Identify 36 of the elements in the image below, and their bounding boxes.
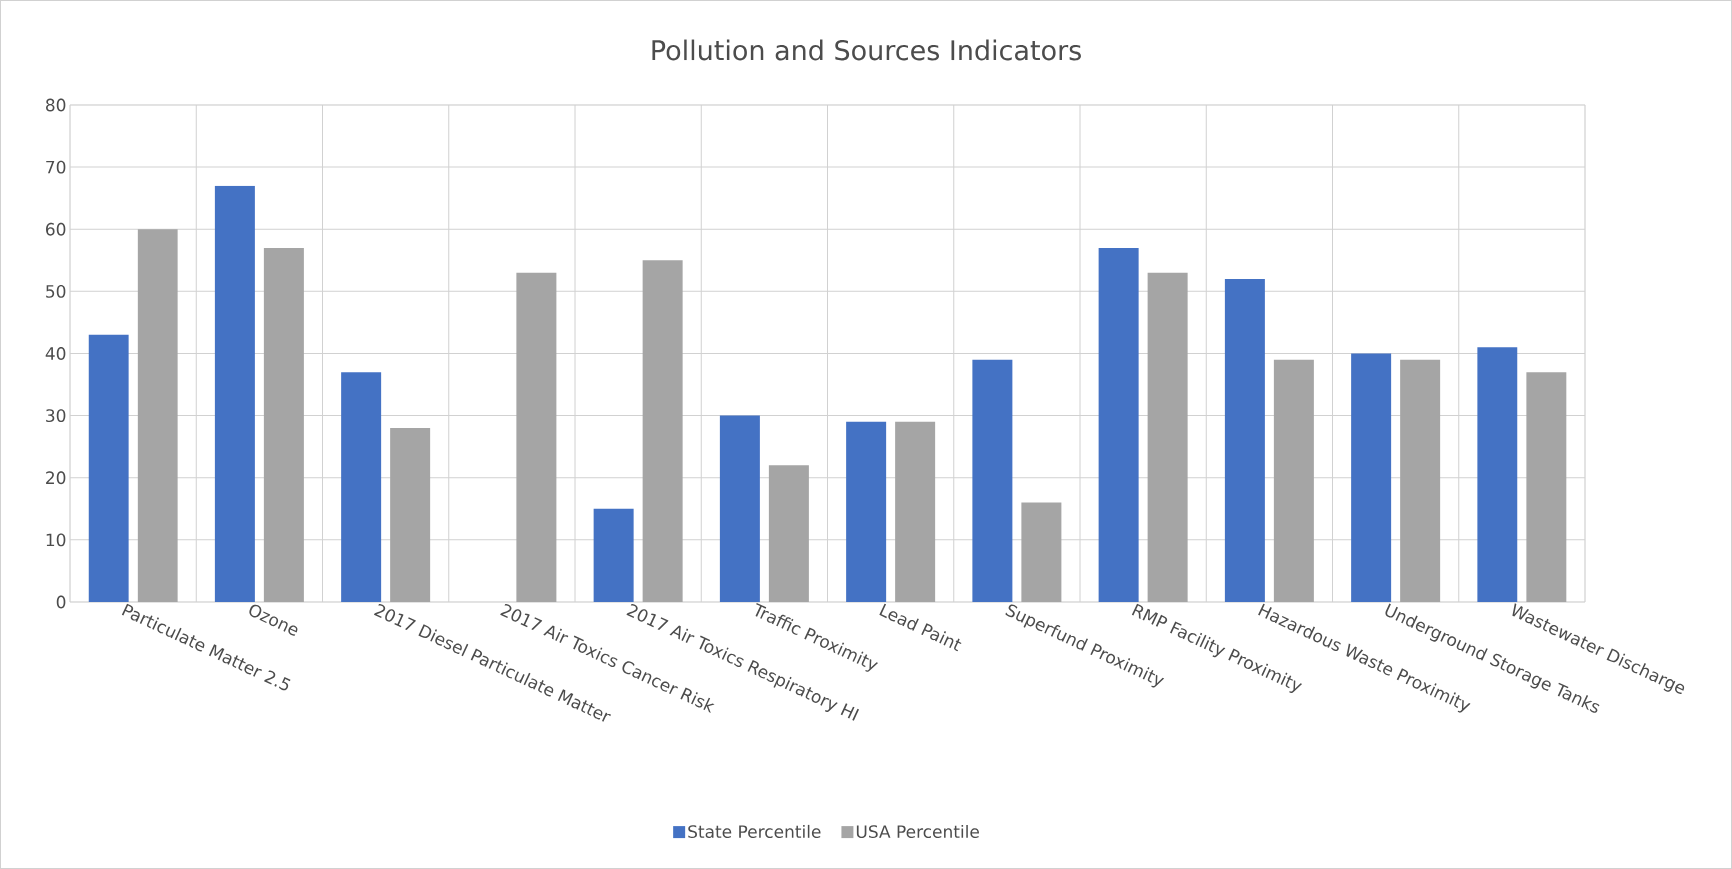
bar	[972, 359, 1013, 602]
bar	[846, 421, 887, 602]
legend-label: State Percentile	[688, 824, 821, 839]
legend-label: USA Percentile	[856, 824, 979, 839]
bar	[1273, 359, 1314, 602]
y-tick-label: 50	[46, 284, 66, 298]
chart-title: Pollution and Sources Indicators	[652, 39, 1081, 61]
bar	[137, 229, 178, 602]
bar	[1098, 247, 1139, 602]
bar	[768, 465, 809, 602]
bar	[1147, 272, 1188, 602]
bar	[1477, 347, 1518, 602]
bar	[1526, 372, 1567, 602]
y-tick-label: 70	[46, 160, 66, 174]
y-tick-label: 40	[45, 347, 66, 360]
y-tick-label: 60	[46, 222, 66, 236]
y-tick-label: 30	[46, 409, 66, 423]
bar	[516, 272, 557, 602]
bar	[593, 508, 634, 602]
bar	[895, 421, 936, 602]
bar	[1021, 502, 1062, 602]
x-tick-label: Lead Paint	[879, 603, 962, 652]
bar	[1400, 359, 1441, 602]
bar	[214, 185, 255, 602]
y-tick-label: 20	[46, 471, 66, 485]
bar	[263, 247, 304, 602]
bar	[390, 428, 431, 602]
bar	[341, 372, 382, 602]
y-tick-label: 0	[56, 595, 66, 609]
bar	[88, 334, 129, 602]
bar	[1351, 353, 1392, 602]
y-tick-label: 10	[46, 533, 66, 547]
bar	[642, 260, 683, 602]
y-tick-label: 80	[46, 98, 66, 112]
bar	[1224, 278, 1265, 602]
bar	[719, 415, 760, 602]
